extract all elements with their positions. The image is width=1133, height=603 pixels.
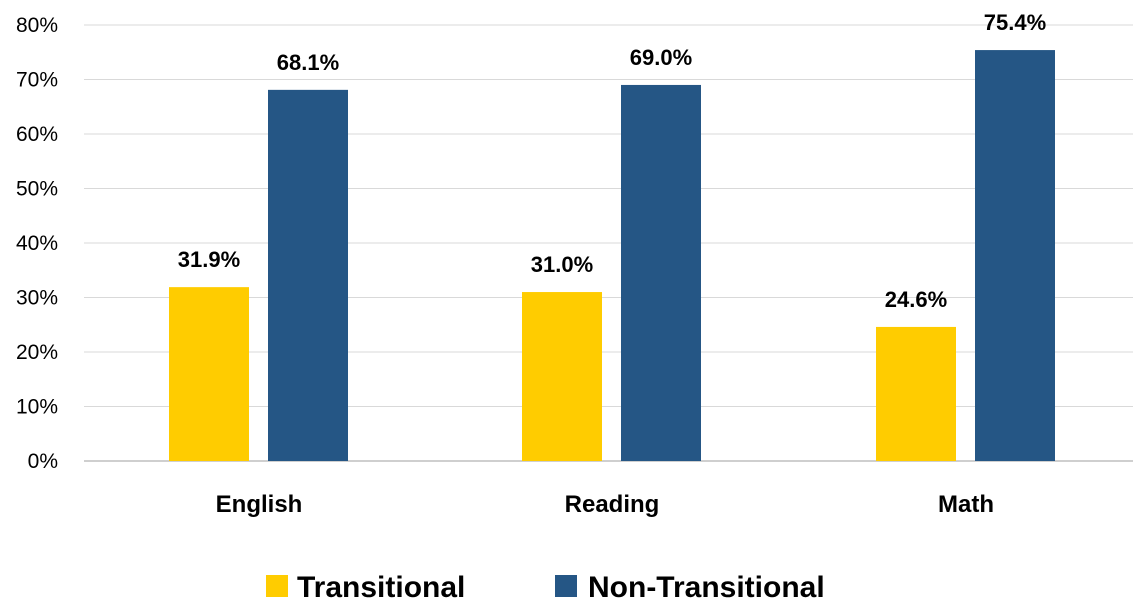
data-label: 75.4% xyxy=(984,10,1046,35)
data-labels: 31.9% 31.0% 24.6% 68.1% 69.0% 75.4% xyxy=(178,10,1046,312)
x-tick-label: English xyxy=(216,491,303,518)
data-label: 31.9% xyxy=(178,247,240,272)
gridlines xyxy=(84,24,1133,462)
y-tick-label: 0% xyxy=(28,450,58,473)
x-tick-label: Math xyxy=(938,491,994,518)
bar-transitional-reading xyxy=(522,292,602,461)
y-tick-label: 60% xyxy=(16,123,58,146)
y-axis-ticks: 0% 10% 20% 30% 40% 50% 60% 70% 80% xyxy=(16,14,58,473)
x-tick-label: Reading xyxy=(565,491,660,518)
y-tick-label: 20% xyxy=(16,341,58,364)
bar-non-transitional-reading xyxy=(621,84,701,461)
data-label: 24.6% xyxy=(885,287,947,312)
data-label: 31.0% xyxy=(531,252,593,277)
y-tick-label: 40% xyxy=(16,232,58,255)
bar-transitional-math xyxy=(876,326,956,461)
bars xyxy=(169,50,1055,461)
data-label: 69.0% xyxy=(630,45,692,70)
y-tick-label: 80% xyxy=(16,14,58,37)
bar-transitional-english xyxy=(169,287,249,461)
y-tick-label: 10% xyxy=(16,396,58,419)
y-tick-label: 50% xyxy=(16,178,58,201)
legend-label: Transitional xyxy=(297,571,465,603)
legend-swatch xyxy=(555,575,577,597)
bar-non-transitional-math xyxy=(975,50,1055,461)
y-tick-label: 30% xyxy=(16,287,58,310)
y-tick-label: 70% xyxy=(16,69,58,92)
bar-non-transitional-english xyxy=(268,89,348,461)
legend: Transitional Non-Transitional xyxy=(266,571,825,603)
legend-swatch xyxy=(266,575,288,597)
x-axis-labels: English Reading Math xyxy=(216,491,994,518)
data-label: 68.1% xyxy=(277,50,339,75)
legend-label: Non-Transitional xyxy=(588,571,825,603)
